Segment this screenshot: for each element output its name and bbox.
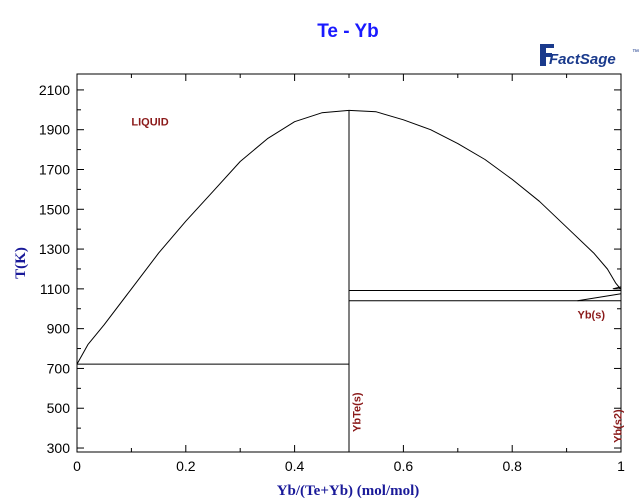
y-tick-label: 900	[47, 321, 71, 337]
factsage-logo: FactSage ™	[540, 44, 639, 68]
phase-boundary-line	[577, 293, 622, 302]
y-axis-title: T(K)	[13, 247, 29, 279]
y-tick-label: 1300	[39, 241, 70, 257]
phase-boundary-line	[612, 286, 622, 290]
y-tick-label: 1700	[39, 161, 70, 177]
axis-ticks: 0 0.2 0.4 0.6 0.8 130050070090011001300150017…	[39, 74, 625, 474]
phase-boundaries	[76, 109, 622, 452]
y-tick-label: 1900	[39, 122, 70, 138]
logo-mark-icon	[540, 44, 554, 66]
phase-label: Yb(s2)	[613, 409, 625, 443]
x-tick-label: 0.8	[502, 458, 522, 474]
phase-label: YbTe(s)	[351, 392, 363, 432]
y-tick-label: 300	[47, 440, 71, 456]
phase-labels: LIQUID YbTe(s) Yb(s) Yb(s2)	[131, 117, 624, 443]
phase-label: LIQUID	[131, 117, 168, 129]
y-tick-label: 700	[47, 360, 71, 376]
phase-boundary-line	[76, 109, 350, 365]
x-tick-label: 0.2	[176, 458, 196, 474]
logo-text: FactSage	[549, 51, 616, 68]
x-tick-label: 0.6	[394, 458, 414, 474]
x-tick-label: 0.4	[285, 458, 305, 474]
y-tick-label: 2100	[39, 82, 70, 98]
x-tick-label: 0	[73, 458, 81, 474]
chart-title: Te - Yb	[317, 21, 379, 42]
phase-label: Yb(s)	[578, 310, 606, 322]
y-tick-label: 500	[47, 400, 71, 416]
phase-boundary-line	[348, 109, 622, 290]
x-axis-title: Yb/(Te+Yb) (mol/mol)	[277, 483, 420, 499]
y-tick-label: 1100	[40, 281, 70, 297]
logo-tm: ™	[632, 49, 639, 56]
x-tick-label: 1	[617, 458, 625, 474]
y-tick-label: 1500	[39, 201, 70, 217]
